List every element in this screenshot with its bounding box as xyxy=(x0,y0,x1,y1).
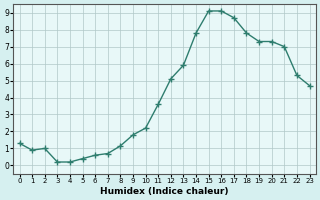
X-axis label: Humidex (Indice chaleur): Humidex (Indice chaleur) xyxy=(100,187,229,196)
